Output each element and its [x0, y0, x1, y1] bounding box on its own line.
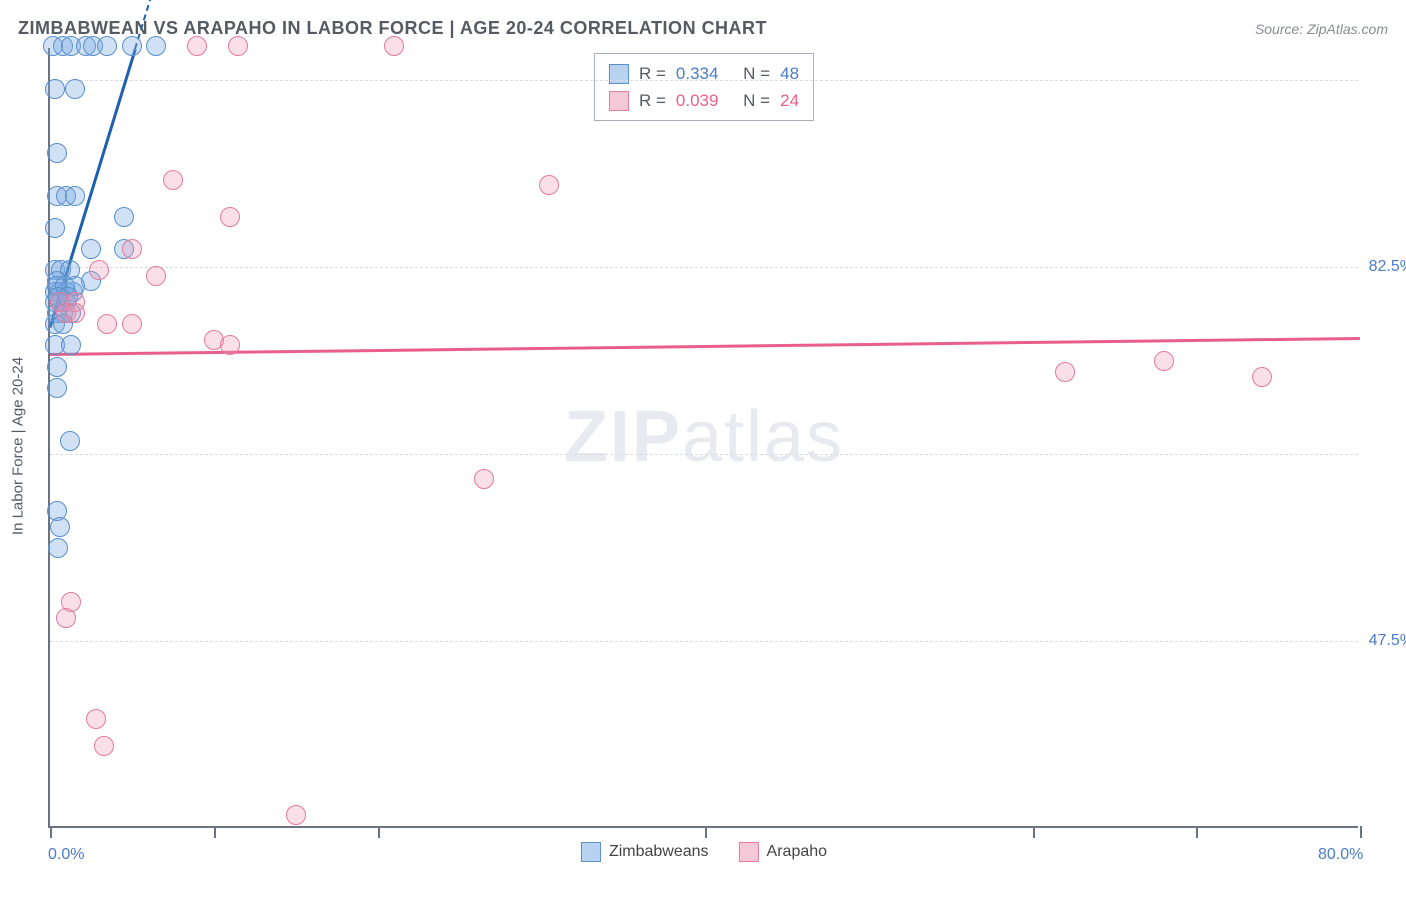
- label-N: N =: [743, 60, 770, 87]
- data-point: [97, 36, 117, 56]
- x-axis-tick: [1360, 826, 1362, 838]
- data-point: [65, 79, 85, 99]
- data-point: [474, 469, 494, 489]
- data-point: [228, 36, 248, 56]
- data-point: [1055, 362, 1075, 382]
- watermark-bold: ZIP: [564, 397, 682, 477]
- gridline-h: [50, 267, 1358, 268]
- chart-header: ZIMBABWEAN VS ARAPAHO IN LABOR FORCE | A…: [18, 18, 1388, 39]
- data-point: [97, 314, 117, 334]
- label-R: R =: [639, 60, 666, 87]
- data-point: [47, 378, 67, 398]
- data-point: [45, 218, 65, 238]
- label-R: R =: [639, 87, 666, 114]
- x-axis-tick: [378, 826, 380, 838]
- data-point: [146, 36, 166, 56]
- data-point: [220, 207, 240, 227]
- legend-item-zimbabweans: Zimbabweans: [581, 842, 709, 862]
- gridline-h: [50, 80, 1358, 81]
- gridline-h: [50, 641, 1358, 642]
- chart-plot-area: ZIPatlas R = 0.334 N = 48 R = 0.039 N = …: [48, 48, 1358, 828]
- x-axis-label-min: 0.0%: [48, 846, 84, 924]
- x-axis-tick: [50, 826, 52, 838]
- data-point: [65, 303, 85, 323]
- data-point: [56, 608, 76, 628]
- legend-item-arapaho: Arapaho: [739, 842, 828, 862]
- data-point: [89, 260, 109, 280]
- data-point: [50, 517, 70, 537]
- y-axis-title: In Labor Force | Age 20-24: [10, 357, 27, 535]
- legend-row-arapaho: R = 0.039 N = 24: [609, 87, 799, 114]
- legend-row-zimbabweans: R = 0.334 N = 48: [609, 60, 799, 87]
- data-point: [286, 805, 306, 825]
- x-axis-label-max: 80.0%: [1318, 846, 1363, 924]
- data-point: [122, 314, 142, 334]
- swatch-arapaho: [609, 91, 629, 111]
- value-N-zimbabweans: 48: [780, 60, 799, 87]
- data-point: [48, 538, 68, 558]
- data-point: [1252, 367, 1272, 387]
- data-point: [146, 266, 166, 286]
- data-point: [81, 239, 101, 259]
- source-text: Source: ZipAtlas.com: [1255, 21, 1388, 37]
- legend-label-arapaho: Arapaho: [767, 843, 828, 861]
- data-point: [47, 357, 67, 377]
- data-point: [114, 207, 134, 227]
- data-point: [45, 79, 65, 99]
- legend-swatch-arapaho: [739, 842, 759, 862]
- data-point: [1154, 351, 1174, 371]
- gridline-h: [50, 454, 1358, 455]
- data-point: [94, 736, 114, 756]
- x-axis-tick: [214, 826, 216, 838]
- data-point: [163, 170, 183, 190]
- data-point: [539, 175, 559, 195]
- x-axis-tick: [705, 826, 707, 838]
- y-axis-tick-label: 82.5%: [1369, 258, 1406, 276]
- data-point: [122, 239, 142, 259]
- value-N-arapaho: 24: [780, 87, 799, 114]
- data-point: [220, 335, 240, 355]
- watermark: ZIPatlas: [564, 396, 844, 478]
- x-axis-tick: [1033, 826, 1035, 838]
- watermark-light: atlas: [682, 397, 844, 477]
- data-point: [47, 143, 67, 163]
- data-point: [65, 186, 85, 206]
- correlation-legend: R = 0.334 N = 48 R = 0.039 N = 24: [594, 53, 814, 121]
- value-R-arapaho: 0.039: [676, 87, 719, 114]
- data-point: [187, 36, 207, 56]
- data-point: [86, 709, 106, 729]
- legend-label-zimbabweans: Zimbabweans: [609, 843, 709, 861]
- label-N: N =: [743, 87, 770, 114]
- y-axis-tick-label: 47.5%: [1369, 632, 1406, 650]
- data-point: [122, 36, 142, 56]
- data-point: [61, 335, 81, 355]
- value-R-zimbabweans: 0.334: [676, 60, 719, 87]
- data-point: [384, 36, 404, 56]
- data-point: [60, 431, 80, 451]
- legend-swatch-zimbabweans: [581, 842, 601, 862]
- series-legend: Zimbabweans Arapaho: [581, 842, 827, 862]
- x-axis-tick: [1196, 826, 1198, 838]
